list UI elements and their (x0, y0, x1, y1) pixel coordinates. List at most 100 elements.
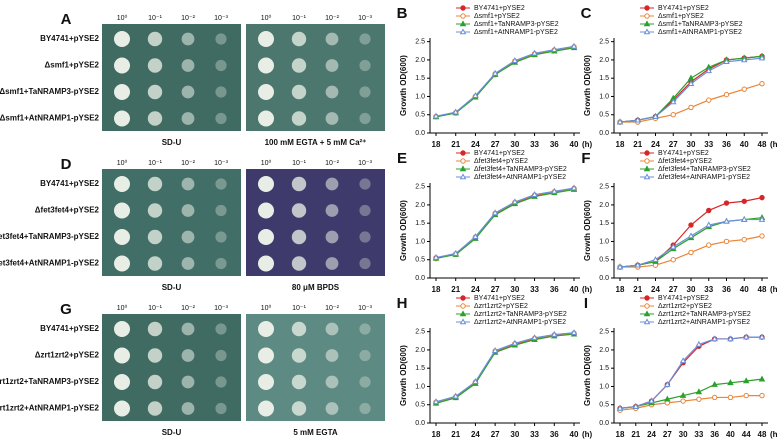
colony-spot (258, 400, 274, 417)
series-line (435, 332, 575, 403)
colony-spot (291, 348, 307, 363)
colony-spot (147, 256, 163, 271)
dilution-label: 10⁰ (117, 159, 128, 167)
dilution-label: 10⁰ (117, 14, 128, 22)
point (741, 56, 748, 63)
x-tick-label: 18 (616, 140, 625, 149)
x-tick-label: 21 (631, 430, 640, 439)
point (695, 340, 703, 347)
y-tick-label: 0.5 (599, 112, 609, 119)
x-tick-label: 18 (432, 430, 441, 439)
y-tick-label: 1.5 (599, 220, 609, 227)
series-line (435, 333, 575, 404)
colony-spot (181, 59, 195, 72)
dilution-label: 10⁰ (117, 304, 128, 312)
point (652, 112, 659, 119)
colony-spot (359, 59, 371, 72)
x-tick-label: 36 (722, 285, 731, 294)
colony-spot (359, 33, 371, 45)
point (695, 388, 703, 395)
y-axis-label: Growth OD(600) (583, 55, 592, 116)
point (727, 335, 734, 342)
dilution-label: 10⁰ (261, 304, 272, 312)
y-tick-label: 2.5 (599, 328, 609, 335)
colony-spot (114, 347, 130, 364)
point (511, 339, 519, 346)
legend-label: Δzrt1zrt2+pYSE2 (474, 303, 528, 310)
point (741, 198, 747, 204)
series-line (435, 45, 575, 117)
point (723, 58, 730, 65)
colony-spot (258, 57, 274, 74)
point (727, 379, 734, 386)
colony-spot (147, 321, 163, 337)
point (705, 67, 712, 74)
x-tick-label: 48 (758, 140, 767, 149)
point (759, 233, 765, 239)
point (727, 394, 734, 401)
point (551, 330, 558, 337)
colony-spot (114, 176, 130, 192)
point (472, 233, 479, 240)
plate-caption: SD-U (162, 283, 182, 292)
colony-spot (258, 110, 274, 127)
point (705, 221, 712, 228)
point (759, 194, 765, 201)
point (688, 222, 694, 228)
y-tick-label: 1.0 (599, 93, 609, 100)
x-tick-label: 27 (491, 430, 500, 439)
point (723, 200, 730, 206)
point (570, 184, 578, 191)
x-tick-label: 30 (679, 430, 688, 439)
colony-spot (147, 58, 163, 73)
series-line (435, 332, 575, 403)
x-tick-label: 48 (758, 285, 767, 294)
colony-spot (215, 204, 227, 217)
colony-spot (147, 111, 163, 126)
y-tick-label: 1.0 (415, 93, 425, 100)
legend-label: Δfet3fet4+pYSE2 (474, 158, 528, 165)
point (491, 347, 499, 353)
x-tick-label: 40 (570, 140, 579, 149)
point (531, 334, 538, 341)
series-line (620, 83, 763, 123)
colony-spot (114, 400, 130, 417)
row-label: Δfet3fet4+TaNRAMP3-pYSE2 (0, 232, 100, 241)
point (758, 333, 766, 340)
dilution-label: 10⁻³ (358, 305, 372, 312)
dilution-label: 10⁰ (261, 14, 272, 22)
y-tick-label: 2.0 (415, 57, 425, 64)
colony-spot (215, 59, 227, 72)
dilution-label: 10⁻³ (214, 15, 228, 22)
legend-marker (459, 165, 467, 172)
x-tick-label: 24 (471, 430, 480, 439)
colony-spot (291, 58, 307, 73)
legend-marker (460, 158, 466, 164)
y-tick-label: 1.0 (415, 383, 425, 390)
colony-spot (181, 112, 195, 125)
legend-marker (459, 20, 467, 27)
point (511, 198, 519, 205)
x-tick-label: 18 (616, 430, 625, 439)
y-tick-label: 2.5 (599, 183, 609, 190)
colony-spot (258, 347, 274, 364)
row-label: Δzrt1zrt2+AtNRAMP1-pYSE2 (0, 404, 100, 413)
dilution-label: 10⁻¹ (292, 15, 306, 22)
y-tick-label: 1.5 (415, 75, 425, 82)
x-tick-label: 24 (651, 140, 660, 149)
point (758, 54, 766, 61)
point (664, 395, 671, 402)
row-label: Δsmf1+AtNRAMP1-pYSE2 (0, 114, 100, 123)
x-tick-label: 24 (471, 285, 480, 294)
row-label: BY4741+pYSE2 (40, 179, 99, 188)
dilution-label: 10⁻¹ (148, 160, 162, 167)
row-label: Δfet3fet4+pYSE2 (35, 206, 100, 215)
row-label: Δsmf1+TaNRAMP3-pYSE2 (0, 87, 100, 96)
y-tick-label: 0.5 (599, 257, 609, 264)
colony-spot (114, 202, 130, 219)
legend-marker (460, 150, 466, 156)
point (741, 86, 747, 92)
y-tick-label: 0.5 (599, 402, 609, 409)
colony-spot (181, 402, 195, 415)
